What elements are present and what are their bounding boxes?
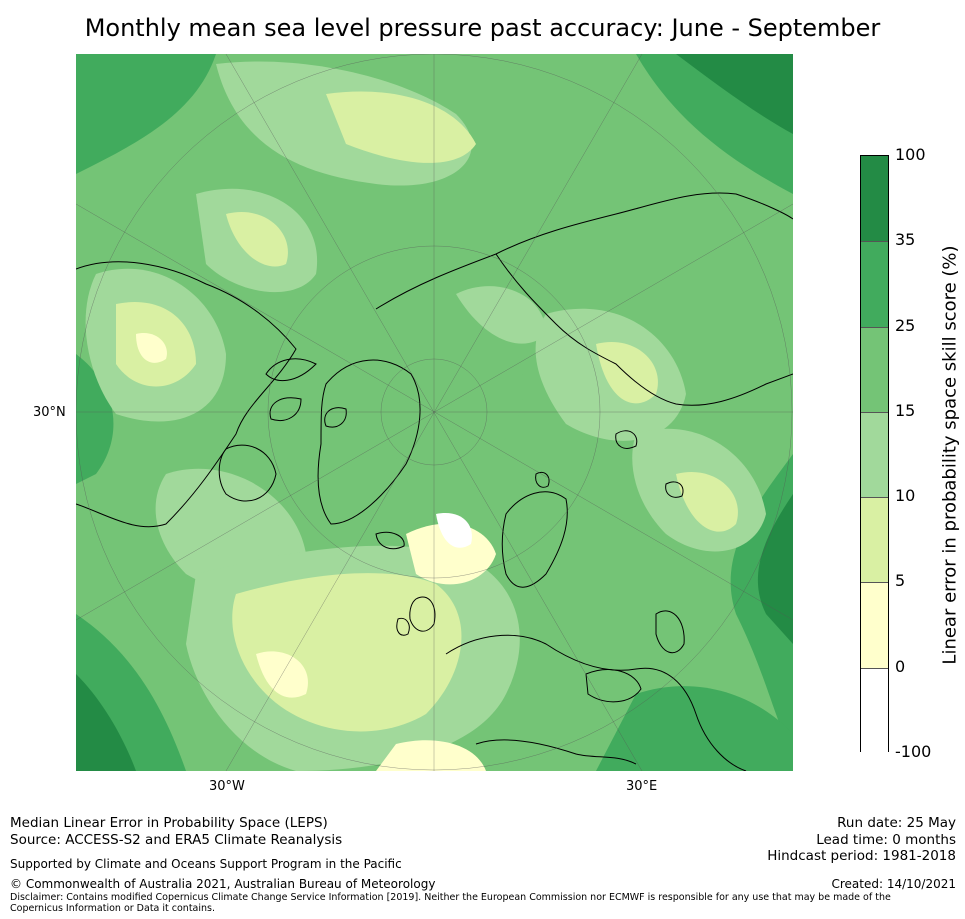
skill-region xyxy=(757,494,793,644)
colorbar-segment xyxy=(861,156,888,242)
skill-region xyxy=(596,686,793,771)
footer-disclaimer: Disclaimer: Contains modified Copernicus… xyxy=(10,892,891,914)
footer-created: Created: 14/10/2021 xyxy=(831,877,956,891)
colorbar-segment xyxy=(861,241,888,327)
colorbar-tick-label: 10 xyxy=(895,486,916,506)
footer-source: Source: ACCESS-S2 and ERA5 Climate Reana… xyxy=(10,832,343,848)
coastlines xyxy=(76,192,793,771)
colorbar-tick-label: -100 xyxy=(895,742,932,761)
footer-copyright: © Commonwealth of Australia 2021, Austra… xyxy=(10,877,436,891)
footer-lead-time: Lead time: 0 months xyxy=(816,832,956,848)
colorbar-segment xyxy=(861,497,888,583)
skill-region xyxy=(676,472,738,532)
footer-method: Median Linear Error in Probability Space… xyxy=(10,815,328,831)
skill-region xyxy=(596,342,658,404)
footer-run-date: Run date: 25 May xyxy=(837,815,956,831)
lon-label-30e: 30°E xyxy=(626,779,658,794)
footer-support: Supported by Climate and Oceans Support … xyxy=(10,857,402,871)
colorbar xyxy=(860,155,889,753)
colorbar-segment xyxy=(861,582,888,668)
colorbar-tick-label: 100 xyxy=(895,145,926,164)
colorbar-label: Linear error in probability space skill … xyxy=(939,245,961,665)
lat-label-30n: 30°N xyxy=(33,405,66,420)
graticule xyxy=(76,54,793,771)
colorbar-segment xyxy=(861,411,888,498)
skill-region xyxy=(76,54,216,174)
skill-region xyxy=(76,674,136,771)
skill-region xyxy=(376,740,486,771)
skill-region xyxy=(406,523,496,585)
skill-region xyxy=(456,286,546,344)
map-canvas xyxy=(76,54,793,771)
skill-region xyxy=(226,212,288,267)
map-title: Monthly mean sea level pressure past acc… xyxy=(84,14,881,42)
polar-map[interactable] xyxy=(76,54,793,771)
skill-region xyxy=(676,54,793,134)
colorbar-tick-label: 0 xyxy=(895,656,906,676)
colorbar-tick-label: 35 xyxy=(895,230,916,250)
skill-region xyxy=(436,513,472,548)
colorbar-tick-label: 5 xyxy=(895,571,906,591)
footer-hindcast: Hindcast period: 1981-2018 xyxy=(767,848,956,864)
skill-region xyxy=(326,91,476,163)
lon-label-30w: 30°W xyxy=(209,779,245,794)
colorbar-segment xyxy=(861,326,888,412)
colorbar-segment xyxy=(861,667,888,753)
colorbar-tick-label: 15 xyxy=(895,400,916,420)
colorbar-tick-label: 25 xyxy=(895,315,916,335)
skill-region xyxy=(136,333,167,363)
skill-region xyxy=(336,316,524,457)
